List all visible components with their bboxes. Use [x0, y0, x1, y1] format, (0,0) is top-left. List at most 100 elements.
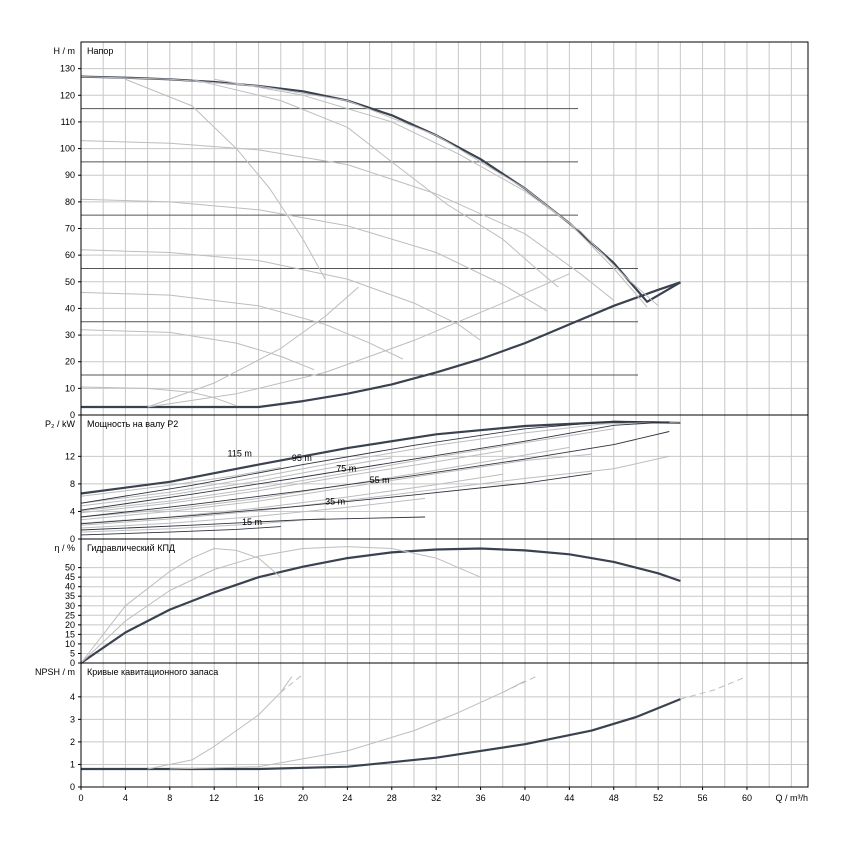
power-curve — [80, 516, 426, 531]
series-label: 115 m — [228, 448, 252, 458]
main-curve — [80, 547, 681, 664]
y-tick-label: 0 — [70, 782, 75, 792]
y-tick-label: 110 — [61, 117, 75, 127]
speed-curve — [80, 291, 404, 360]
y-tick-label: 1 — [70, 759, 75, 769]
y-tick-label: 15 — [65, 629, 75, 639]
speed-curve — [80, 198, 548, 312]
iso-efficiency-curve — [191, 78, 559, 288]
y-axis-label: P₂ / kW — [45, 419, 75, 429]
power-curve — [80, 431, 670, 518]
y-tick-label: 8 — [70, 479, 75, 489]
x-tick-label: 48 — [609, 793, 619, 803]
curve-line — [80, 455, 670, 526]
curve-line — [80, 473, 503, 524]
y-tick-label: 0 — [70, 658, 75, 668]
curve-line — [80, 466, 281, 497]
panel-frame — [80, 662, 809, 788]
main-curve — [81, 698, 681, 771]
y-tick-label: 10 — [65, 639, 75, 649]
power-curve — [80, 420, 670, 504]
dashed-curve — [280, 673, 304, 693]
x-tick-label: 60 — [742, 793, 752, 803]
speed-curve — [80, 329, 315, 371]
curve-line — [80, 453, 592, 521]
y-tick-label: 100 — [60, 144, 75, 154]
speed-curve — [80, 140, 615, 301]
y-tick-label: 35 — [65, 591, 75, 601]
x-tick-label: 24 — [342, 793, 352, 803]
y-tick-label: 90 — [65, 170, 75, 180]
y-tick-label: 45 — [65, 572, 75, 582]
system-curve — [147, 273, 570, 408]
curve-line — [147, 676, 293, 770]
y-tick-label: 0 — [70, 534, 75, 544]
x-tick-label: 36 — [476, 793, 486, 803]
y-axis-label: NPSH / m — [35, 667, 75, 677]
x-tick-label: 28 — [387, 793, 397, 803]
curve-line — [80, 497, 426, 529]
power-curve — [80, 473, 592, 525]
series-label: 15 m — [242, 517, 262, 527]
x-tick-label: 16 — [254, 793, 264, 803]
curve-line — [80, 546, 481, 664]
y-tick-label: 130 — [60, 64, 75, 74]
curve-line — [80, 421, 681, 504]
y-tick-label: 3 — [70, 714, 75, 724]
y-tick-label: 40 — [65, 582, 75, 592]
x-tick-label: 0 — [78, 793, 83, 803]
curve-line — [80, 517, 326, 533]
power-curve — [80, 421, 670, 511]
iso-efficiency-curve — [125, 78, 326, 280]
x-tick-label: 20 — [298, 793, 308, 803]
y-tick-label: 0 — [70, 410, 75, 420]
y-tick-label: 4 — [70, 506, 75, 516]
y-tick-label: 40 — [65, 303, 75, 313]
curve-line — [80, 457, 392, 507]
speed-curve — [80, 76, 648, 308]
x-tick-label: 32 — [431, 793, 441, 803]
y-tick-label: 30 — [65, 601, 75, 611]
x-tick-label: 56 — [698, 793, 708, 803]
y-tick-label: 70 — [65, 224, 75, 234]
y-tick-label: 4 — [70, 692, 75, 702]
y-tick-label: 10 — [65, 383, 75, 393]
panel-title: Мощность на валу P2 — [87, 419, 178, 429]
y-axis-label: H / m — [54, 46, 76, 56]
y-tick-label: 2 — [70, 737, 75, 747]
series-label: 35 m — [325, 497, 345, 507]
x-tick-label: 44 — [564, 793, 574, 803]
curve-line — [80, 450, 503, 514]
iso-efficiency-curve — [214, 78, 659, 307]
series-label: 55 m — [370, 475, 390, 485]
y-tick-label: 30 — [65, 330, 75, 340]
y-tick-label: 50 — [65, 277, 75, 287]
y-tick-label: 12 — [65, 451, 75, 461]
y-tick-label: 50 — [65, 563, 75, 573]
series-label: 95 m — [292, 453, 312, 463]
system-curve — [147, 286, 359, 408]
series-label: 75 m — [336, 463, 356, 473]
speed-curve — [80, 386, 237, 407]
x-tick-label: 8 — [167, 793, 172, 803]
main-curve — [81, 281, 681, 409]
y-tick-label: 25 — [65, 610, 75, 620]
y-tick-label: 120 — [60, 90, 75, 100]
y-axis-label: η / % — [54, 543, 75, 553]
dashed-curve — [502, 676, 537, 693]
y-tick-label: 20 — [65, 357, 75, 367]
x-tick-label: 40 — [520, 793, 530, 803]
dashed-curve — [680, 676, 748, 700]
speed-curve — [80, 249, 481, 341]
curve-line — [80, 428, 614, 512]
x-tick-label: 4 — [123, 793, 128, 803]
y-tick-label: 5 — [70, 648, 75, 658]
x-tick-label: 12 — [209, 793, 219, 803]
panel-title: Напор — [87, 46, 113, 56]
panel-title: Кривые кавитационного запаса — [87, 667, 218, 677]
power-curve — [80, 526, 281, 536]
y-tick-label: 80 — [65, 197, 75, 207]
x-tick-label: 52 — [653, 793, 663, 803]
